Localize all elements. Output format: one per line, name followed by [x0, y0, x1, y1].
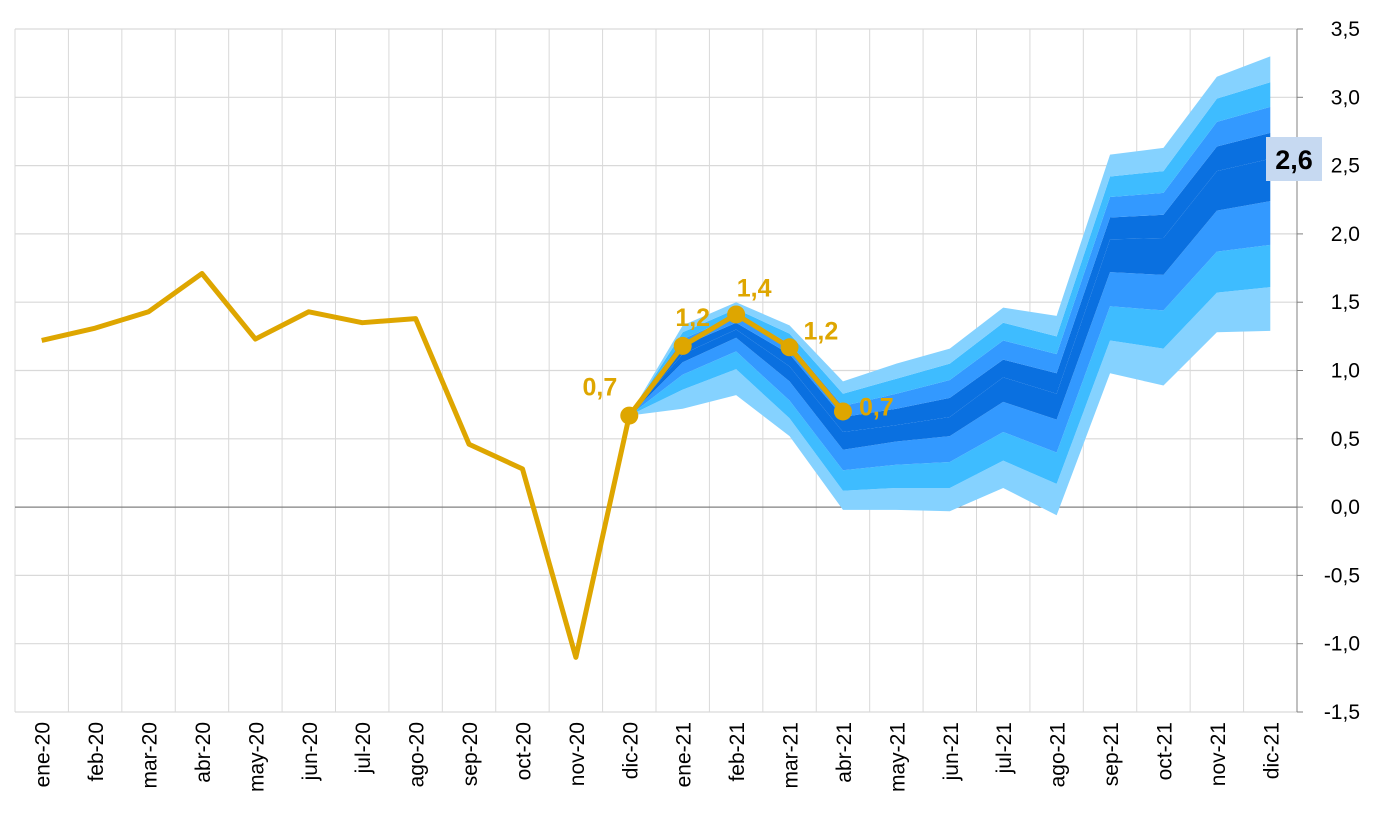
marker [673, 336, 692, 355]
y-tick-label: 2,0 [1331, 223, 1360, 246]
fan-band [629, 56, 1271, 416]
x-tick-label: ene-20 [32, 722, 55, 787]
x-tick-label: ago-21 [1047, 722, 1070, 787]
x-tick-label: nov-20 [566, 722, 589, 786]
x-tick-label: mar-20 [139, 722, 162, 789]
y-tick-label: -1,0 [1324, 633, 1360, 656]
x-tick-label: feb-21 [726, 722, 749, 782]
x-tick-label: jul-21 [993, 722, 1016, 774]
x-tick-label: feb-20 [85, 722, 108, 782]
x-tick-label: sep-21 [1100, 722, 1123, 786]
x-tick-label: abr-21 [833, 722, 856, 783]
x-tick-label: jul-20 [352, 722, 375, 774]
x-tick-label: dic-20 [619, 722, 642, 779]
x-tick-label: may-20 [245, 722, 268, 792]
marker [833, 402, 852, 421]
line [41, 271, 845, 660]
fan-band [629, 82, 1271, 416]
x-tick-label: jun-20 [299, 722, 322, 781]
marker [620, 406, 639, 425]
y-tick-label: 0,0 [1331, 496, 1360, 519]
marker [780, 338, 799, 357]
y-tick-label: -1,5 [1324, 701, 1360, 724]
data-label: 1,2 [804, 317, 839, 345]
x-tick-label: sep-20 [459, 722, 482, 786]
y-tick-label: 0,5 [1331, 428, 1360, 451]
x-tick-label: jun-21 [940, 722, 963, 781]
x-tick-label: mar-21 [780, 722, 803, 789]
annotation-box [1266, 137, 1322, 181]
y-tick-label: -0,5 [1324, 564, 1360, 587]
y-tick-label: 3,5 [1331, 18, 1360, 41]
x-tick-label: oct-21 [1153, 722, 1176, 780]
data-label: 0,7 [583, 374, 618, 402]
data-label: 1,2 [675, 304, 710, 332]
data-label: 1,4 [737, 274, 772, 302]
y-tick-label: 3,0 [1331, 86, 1360, 109]
x-tick-label: ene-21 [673, 722, 696, 787]
marker [727, 305, 746, 324]
x-tick-label: oct-20 [512, 722, 535, 780]
fan-band [629, 158, 1271, 450]
fan-band [629, 201, 1271, 471]
x-tick-label: ago-20 [406, 722, 429, 787]
y-tick-label: 1,5 [1331, 291, 1360, 314]
data-label: 0,7 [859, 393, 894, 421]
x-tick-label: dic-21 [1260, 722, 1283, 779]
y-tick-label: 1,0 [1331, 360, 1360, 383]
x-tick-label: may-21 [886, 722, 909, 792]
annotation: 2,6 [1275, 145, 1313, 175]
y-tick-label: 2,5 [1331, 155, 1360, 178]
fan-band [629, 132, 1271, 432]
fan-band [629, 106, 1271, 417]
fan-band [629, 287, 1271, 516]
x-tick-label: abr-20 [192, 722, 215, 783]
x-tick-label: nov-21 [1207, 722, 1230, 786]
